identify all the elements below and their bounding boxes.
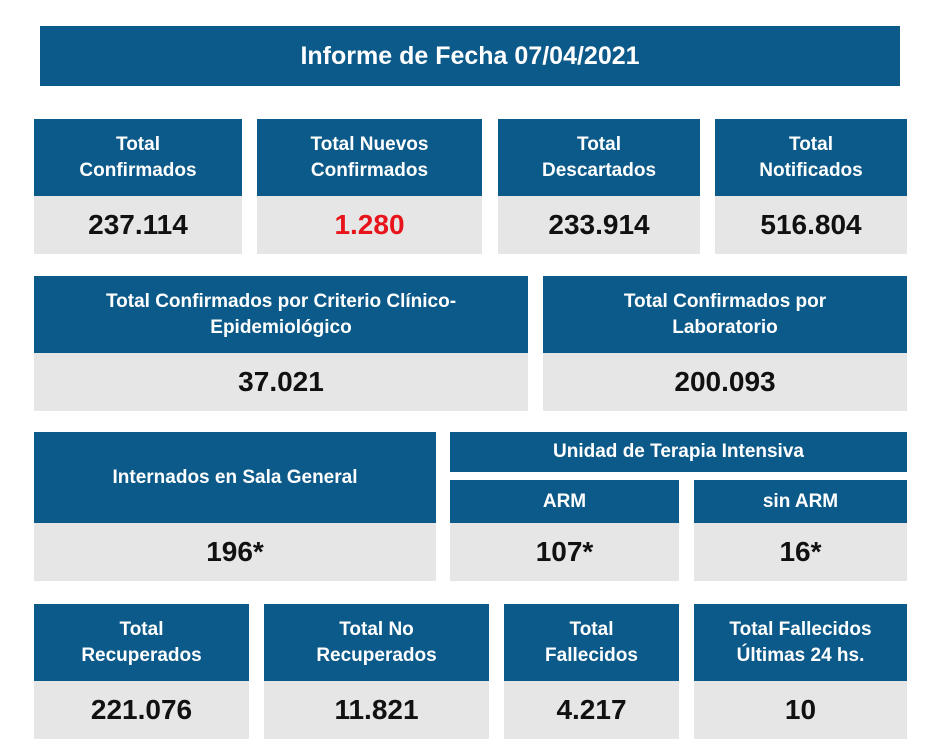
- header-line1: Total Confirmados por Criterio Clínico-: [105, 290, 457, 312]
- uti-header: Unidad de Terapia Intensiva: [450, 432, 907, 472]
- sin-arm-value: 16*: [694, 523, 907, 581]
- total-confirmados-header: Total Confirmados: [34, 119, 242, 196]
- total-descartados-header: Total Descartados: [498, 119, 700, 196]
- total-descartados-value: 233.914: [498, 196, 700, 254]
- total-fallecidos-header: Total Fallecidos: [504, 604, 679, 681]
- total-no-recuperados-value: 11.821: [264, 681, 489, 739]
- sala-general-value: 196*: [34, 523, 436, 581]
- total-nuevos-confirmados-header: Total Nuevos Confirmados: [257, 119, 482, 196]
- arm-value: 107*: [450, 523, 679, 581]
- laboratorio-header: Total Confirmados por Laboratorio: [543, 276, 907, 353]
- header-line1: Total No: [339, 618, 414, 640]
- header-line1: Total: [789, 133, 833, 155]
- header-line2: Recuperados: [81, 644, 202, 666]
- header-line1: Total: [569, 618, 614, 640]
- header-line2: Epidemiológico: [210, 316, 352, 338]
- header-line1: Total: [116, 133, 160, 155]
- header-line2: Notificados: [759, 159, 863, 181]
- total-nuevos-confirmados-value: 1.280: [257, 196, 482, 254]
- header-line2: Confirmados: [310, 159, 429, 181]
- total-no-recuperados-header: Total No Recuperados: [264, 604, 489, 681]
- header-line1: Total Fallecidos: [729, 618, 872, 640]
- total-notificados-value: 516.804: [715, 196, 907, 254]
- report-title: Informe de Fecha 07/04/2021: [40, 26, 900, 86]
- total-fallecidos-value: 4.217: [504, 681, 679, 739]
- total-confirmados-value: 237.114: [34, 196, 242, 254]
- header-line2: Laboratorio: [672, 316, 778, 338]
- criterio-clinico-value: 37.021: [34, 353, 528, 411]
- header-line2: Confirmados: [79, 159, 197, 181]
- criterio-clinico-header: Total Confirmados por Criterio Clínico- …: [34, 276, 528, 353]
- sala-general-header: Internados en Sala General: [34, 432, 436, 523]
- total-notificados-header: Total Notificados: [715, 119, 907, 196]
- total-recuperados-value: 221.076: [34, 681, 249, 739]
- fallecidos-24hs-header: Total Fallecidos Últimas 24 hs.: [694, 604, 907, 681]
- header-line1: Total Nuevos: [310, 133, 429, 155]
- header-line2: Fallecidos: [545, 644, 638, 666]
- fallecidos-24hs-value: 10: [694, 681, 907, 739]
- sin-arm-header: sin ARM: [694, 480, 907, 523]
- arm-header: ARM: [450, 480, 679, 523]
- total-recuperados-header: Total Recuperados: [34, 604, 249, 681]
- laboratorio-value: 200.093: [543, 353, 907, 411]
- header-line1: Total Confirmados por: [623, 290, 827, 312]
- header-line2: Recuperados: [316, 644, 437, 666]
- header-line2: Últimas 24 hs.: [736, 644, 865, 666]
- header-line1: Total: [119, 618, 164, 640]
- header-line2: Descartados: [541, 159, 657, 181]
- header-line1: Total: [577, 133, 621, 155]
